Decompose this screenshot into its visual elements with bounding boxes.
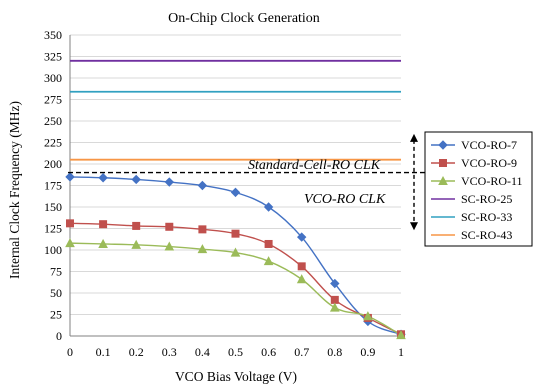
clk-divider: [68, 133, 427, 231]
legend-label-sc-ro-33: SC-RO-33: [461, 210, 512, 224]
x-tick-label: 0.5: [228, 345, 243, 359]
x-tick-label: 0.2: [129, 345, 144, 359]
x-tick-label: 0.6: [261, 345, 276, 359]
point-vco-ro-9: [66, 219, 74, 228]
x-tick-label: 0.1: [96, 345, 111, 359]
y-axis-label: Internal Clock Frequency (MHz): [7, 101, 22, 279]
y-tick-label: 325: [44, 50, 62, 64]
point-vco-ro-11: [263, 256, 274, 266]
point-vco-ro-9: [99, 220, 108, 229]
point-vco-ro-9: [231, 229, 240, 238]
y-tick-label: 200: [44, 157, 62, 171]
legend-marker-vco-ro-11: [438, 175, 448, 185]
point-vco-ro-7: [197, 180, 208, 191]
point-vco-ro-7: [131, 174, 141, 185]
point-vco-ro-7: [296, 232, 307, 242]
legend-marker-vco-ro-7: [438, 140, 448, 150]
x-tick-label: 1: [398, 345, 404, 359]
y-tick-label: 175: [44, 179, 62, 193]
legend-label-vco-ro-11: VCO-RO-11: [461, 174, 523, 188]
point-vco-ro-7: [164, 177, 175, 187]
arrow-down-head: [410, 222, 418, 231]
point-vco-ro-9: [165, 222, 174, 231]
point-vco-ro-11: [65, 238, 75, 248]
x-tick-label: 0.4: [195, 345, 210, 359]
legend-label-sc-ro-25: SC-RO-25: [461, 192, 512, 206]
y-tick-labels: 0 25 50 75 100 125 150 175 200 225 250 275 300 325 350: [44, 28, 62, 343]
point-vco-ro-9: [297, 262, 306, 271]
point-vco-ro-11: [296, 274, 307, 284]
legend-box: [424, 131, 533, 247]
chart-title: On-Chip Clock Generation: [168, 11, 320, 26]
point-vco-ro-7: [230, 187, 241, 198]
x-tick-labels: 0 0.1 0.2 0.3 0.4 0.5 0.6 0.7 0.8 0.9 1: [67, 345, 404, 359]
x-tick-label: 0.7: [294, 345, 309, 359]
point-vco-ro-9: [132, 221, 141, 230]
series-markers: [65, 172, 406, 340]
y-tick-label: 300: [44, 71, 62, 85]
y-tick-label: 25: [50, 308, 62, 322]
y-tick-label: 225: [44, 136, 62, 150]
point-vco-ro-7: [330, 278, 340, 289]
point-vco-ro-11: [329, 302, 340, 312]
x-tick-label: 0.8: [327, 345, 342, 359]
annotation-standard-cell-ro-clk: Standard-Cell-RO CLK: [248, 158, 381, 173]
legend-label-vco-ro-7: VCO-RO-7: [461, 138, 517, 152]
y-tick-label: 0: [56, 329, 62, 343]
y-tick-label: 100: [44, 243, 62, 257]
legend-marker-vco-ro-9: [439, 159, 447, 167]
legend: VCO-RO-7 VCO-RO-9 VCO-RO-11 SC-RO-25 SC-RO-3…: [424, 131, 533, 247]
point-vco-ro-11: [230, 247, 241, 257]
y-tick-label: 350: [44, 28, 62, 42]
point-vco-ro-11: [363, 311, 373, 321]
point-vco-ro-9: [264, 239, 273, 248]
point-vco-ro-7: [263, 202, 274, 212]
point-vco-ro-11: [98, 238, 108, 248]
y-tick-label: 275: [44, 93, 62, 107]
y-tick-label: 75: [50, 265, 62, 279]
x-axis-label: VCO Bias Voltage (V): [175, 369, 297, 384]
series-line-vco-ro-11: [69, 242, 402, 336]
arrow-up-head: [410, 133, 418, 142]
y-tick-label: 125: [44, 222, 62, 236]
grid: [70, 34, 401, 315]
legend-label-vco-ro-9: VCO-RO-9: [461, 156, 517, 170]
axes: [69, 35, 401, 337]
y-tick-label: 250: [44, 114, 62, 128]
point-vco-ro-7: [98, 173, 108, 183]
x-tick-label: 0.9: [360, 345, 375, 359]
point-vco-ro-7: [65, 172, 75, 182]
y-tick-label: 50: [50, 286, 62, 300]
point-vco-ro-9: [198, 225, 207, 234]
point-vco-ro-11: [131, 239, 142, 249]
annotation-vco-ro-clk: VCO-RO CLK: [304, 192, 386, 207]
point-vco-ro-11: [396, 330, 406, 340]
point-vco-ro-9: [330, 295, 339, 304]
x-tick-label: 0.3: [162, 345, 177, 359]
x-tick-label: 0: [67, 345, 73, 359]
point-vco-ro-11: [197, 244, 208, 254]
y-tick-label: 150: [44, 200, 62, 214]
series-line-vco-ro-9: [69, 222, 402, 335]
legend-label-sc-ro-43: SC-RO-43: [461, 228, 512, 242]
point-vco-ro-11: [164, 241, 175, 251]
